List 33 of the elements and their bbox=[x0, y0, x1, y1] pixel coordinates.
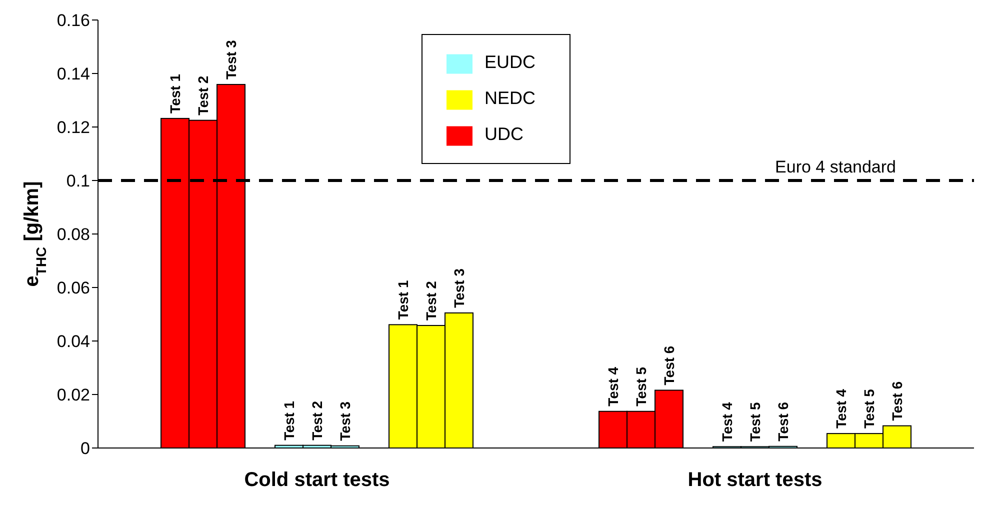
data-label: Test 1 bbox=[167, 74, 183, 114]
data-label: Test 4 bbox=[719, 402, 735, 442]
y-tick-label: 0.06 bbox=[56, 278, 90, 298]
y-tick-label: 0.08 bbox=[56, 225, 90, 244]
data-label: Test 3 bbox=[223, 40, 239, 80]
y-tick-label: 0.14 bbox=[56, 64, 90, 84]
legend-label: NEDC bbox=[484, 88, 536, 108]
data-label: Test 3 bbox=[337, 401, 353, 441]
data-label: Test 4 bbox=[605, 366, 621, 406]
data-label: Test 1 bbox=[395, 280, 411, 320]
data-label: Test 6 bbox=[889, 381, 905, 421]
legend-label: EUDC bbox=[484, 52, 536, 72]
data-label: Test 3 bbox=[451, 268, 467, 308]
ref-line-label: Euro 4 standard bbox=[775, 158, 896, 176]
x-tick-label: Cold start tests bbox=[244, 469, 390, 492]
data-label: Test 5 bbox=[747, 402, 763, 442]
y-tick-label: 0.12 bbox=[56, 118, 90, 138]
y-tick-label: 0 bbox=[80, 439, 90, 458]
data-label: Test 5 bbox=[633, 366, 649, 406]
data-label: Test 6 bbox=[775, 402, 791, 442]
y-tick-label: 0.1 bbox=[66, 172, 90, 191]
data-label: Test 2 bbox=[309, 400, 325, 440]
data-label: Test 2 bbox=[423, 280, 439, 320]
y-tick-label: 0.02 bbox=[56, 386, 90, 405]
data-label: Test 5 bbox=[861, 388, 877, 429]
data-label: Test 6 bbox=[661, 346, 677, 386]
y-tick-label: 0.16 bbox=[56, 11, 90, 30]
legend-label: UDC bbox=[484, 124, 524, 144]
y-tick-label: 0.04 bbox=[56, 332, 90, 352]
data-label: Test 4 bbox=[833, 388, 849, 429]
data-label: Test 1 bbox=[281, 400, 297, 440]
data-label: Test 2 bbox=[195, 76, 211, 116]
x-tick-label: Hot start tests bbox=[688, 469, 822, 492]
